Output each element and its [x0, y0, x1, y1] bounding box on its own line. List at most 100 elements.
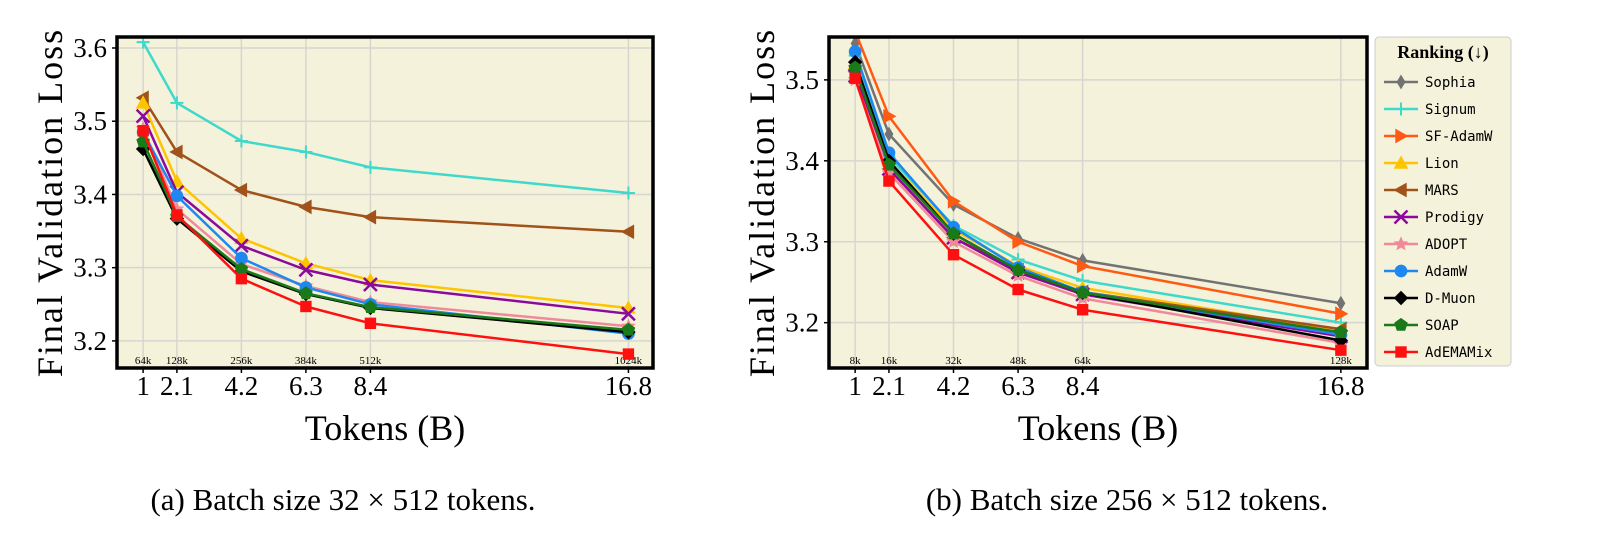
iteration-label: 64k — [1074, 355, 1091, 367]
x-tick-label: 4.2 — [937, 371, 971, 401]
legend-label: Signum — [1425, 102, 1476, 118]
series-line — [853, 55, 1342, 324]
plot-area — [135, 37, 636, 360]
y-tick-label: 3.6 — [73, 33, 107, 63]
iteration-label: 16k — [881, 355, 898, 367]
marker — [234, 134, 248, 148]
marker — [298, 262, 314, 278]
series-line — [853, 67, 1342, 334]
x-tick-label: 8.4 — [1066, 371, 1100, 401]
marker — [1012, 234, 1026, 250]
x-tick-label: 4.2 — [225, 371, 259, 401]
legend-marker — [1396, 74, 1406, 90]
marker — [1335, 306, 1349, 322]
marker — [170, 96, 184, 110]
legend-label: Sophia — [1425, 75, 1476, 91]
marker — [363, 277, 378, 292]
x-tick-label: 6.3 — [289, 371, 323, 401]
x-tick-label: 16.8 — [605, 371, 652, 401]
marker — [1076, 258, 1091, 274]
series-line — [142, 41, 629, 195]
marker — [299, 286, 313, 300]
series-line — [853, 77, 1342, 352]
marker — [1075, 285, 1090, 299]
legend-marker — [1393, 236, 1409, 251]
legend-label: SOAP — [1425, 318, 1459, 334]
x-tick-label: 8.4 — [354, 371, 388, 401]
marker — [947, 248, 960, 261]
marker — [362, 209, 377, 225]
marker — [170, 189, 184, 203]
series-line — [141, 102, 629, 310]
legend-label: MARS — [1425, 183, 1459, 199]
iteration-label: 32k — [945, 355, 962, 367]
y-tick-label: 3.5 — [73, 106, 107, 136]
marker — [1011, 262, 1025, 276]
series-line — [856, 37, 1342, 316]
plot-area — [847, 37, 1349, 356]
y-tick-label: 3.3 — [785, 227, 819, 257]
x-axis-label: Tokens (B) — [1018, 408, 1178, 448]
plot-frame — [115, 35, 655, 370]
legend-label: D-Muon — [1425, 291, 1476, 307]
legend-marker — [1393, 155, 1409, 169]
plot-background — [829, 37, 1367, 368]
marker — [883, 175, 895, 187]
marker — [169, 144, 183, 160]
iteration-label: 128k — [166, 355, 189, 367]
marker — [620, 224, 635, 240]
marker — [363, 300, 378, 313]
y-axis-label: Final Validation Loss — [742, 28, 782, 377]
marker — [235, 272, 248, 285]
marker — [135, 108, 151, 124]
iteration-label: 48k — [1010, 355, 1027, 367]
legend-box — [1374, 36, 1512, 367]
iteration-label: 8k — [850, 355, 862, 367]
marker — [137, 125, 149, 137]
marker — [234, 230, 249, 245]
x-tick-label: 2.1 — [872, 371, 906, 401]
legend-marker — [1393, 209, 1409, 225]
legend-marker — [1393, 182, 1407, 198]
marker — [947, 193, 962, 209]
x-tick-label: 2.1 — [160, 371, 194, 401]
iteration-label: 256k — [230, 355, 253, 367]
legend: Ranking (↓) Sophia Signum SF-AdamW Lion MARS P… — [1374, 36, 1512, 367]
x-tick-label: 16.8 — [1317, 371, 1364, 401]
legend-marker — [1395, 346, 1407, 358]
y-axis-label: Final Validation Loss — [30, 28, 70, 377]
series-line — [142, 131, 629, 335]
marker — [1012, 283, 1024, 296]
panel: 3.2 3.3 3.4 3.5 3.6 1 2.1 4.2 6.3 8.4 16.8 64k 128k 2… — [30, 28, 655, 517]
marker — [234, 238, 249, 254]
series-line — [141, 115, 629, 316]
series-line — [142, 97, 629, 234]
plot-background — [117, 37, 653, 368]
iteration-label: 64k — [135, 355, 152, 367]
marker — [946, 233, 961, 249]
series — [137, 125, 635, 360]
x-tick-label: 1 — [848, 371, 862, 401]
series-line — [141, 130, 629, 356]
marker — [300, 300, 312, 313]
marker — [621, 186, 635, 200]
legend-marker — [1394, 317, 1408, 331]
legend-marker — [1394, 264, 1408, 278]
marker — [135, 95, 151, 109]
panel: 3.2 3.3 3.4 3.5 1 2.1 4.2 6.3 8.4 16.8 8k 16k 32k 48k… — [742, 28, 1512, 517]
marker — [299, 145, 313, 159]
legend-label: ADOPT — [1425, 237, 1468, 253]
caption: (b) Batch size 256 × 512 tokens. — [926, 482, 1328, 517]
y-tick-label: 3.3 — [73, 253, 107, 283]
x-tick-label: 6.3 — [1001, 371, 1035, 401]
legend-label: Prodigy — [1425, 210, 1484, 226]
series — [848, 60, 1348, 339]
marker — [1076, 304, 1089, 316]
caption: (a) Batch size 32 × 512 tokens. — [150, 482, 535, 517]
series — [135, 108, 636, 322]
iteration-label: 1024k — [615, 355, 643, 367]
y-tick-label: 3.5 — [785, 65, 819, 95]
series — [849, 37, 1349, 322]
